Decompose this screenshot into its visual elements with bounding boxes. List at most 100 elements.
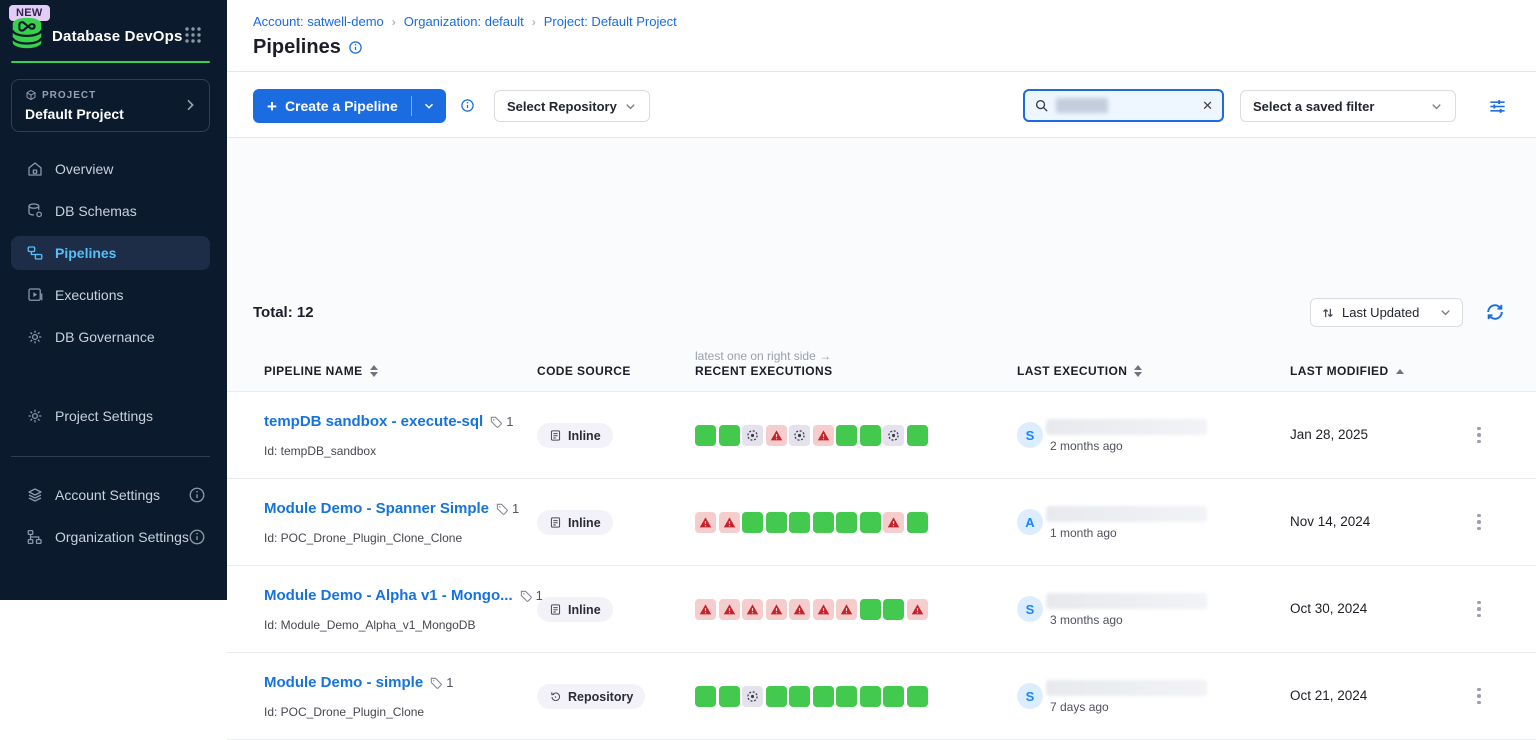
sidebar-item-label: Overview	[55, 161, 114, 177]
execution-status-success[interactable]	[695, 686, 716, 707]
execution-status-success[interactable]	[859, 512, 881, 533]
project-label: PROJECT	[25, 89, 96, 101]
table-row: tempDB sandbox - execute-sql 1 Id: tempD…	[227, 392, 1536, 479]
column-header-pipeline-name[interactable]: PIPELINE NAME	[264, 364, 378, 378]
last-execution-time: 7 days ago	[1050, 700, 1109, 714]
info-icon[interactable]	[188, 528, 206, 546]
breadcrumb-organization-link[interactable]: Organization: default	[403, 14, 524, 29]
execution-status-success[interactable]	[836, 686, 857, 707]
execution-status-success[interactable]	[718, 425, 740, 446]
app-title: Database DevOps	[52, 28, 183, 45]
row-menu-button[interactable]	[1467, 597, 1491, 621]
execution-status-success[interactable]	[836, 512, 857, 533]
chevron-down-icon	[1432, 103, 1441, 109]
execution-status-success[interactable]	[883, 686, 904, 707]
sidebar-item-account-settings[interactable]: Account Settings	[11, 478, 210, 512]
filter-settings-icon[interactable]	[1488, 97, 1507, 116]
project-selector[interactable]: PROJECT Default Project	[11, 79, 210, 132]
execution-status-failed[interactable]	[718, 599, 740, 620]
execution-status-success[interactable]	[718, 686, 740, 707]
total-count: Total: 12	[253, 304, 314, 321]
execution-status-success[interactable]	[812, 512, 834, 533]
execution-status-success[interactable]	[836, 425, 857, 446]
execution-status-success[interactable]	[906, 686, 928, 707]
execution-status-success[interactable]	[906, 512, 928, 533]
info-icon[interactable]	[188, 486, 206, 504]
execution-status-failed[interactable]	[695, 512, 716, 533]
execution-status-success[interactable]	[789, 512, 810, 533]
saved-filter-dropdown[interactable]: Select a saved filter	[1240, 90, 1456, 122]
breadcrumb-account-link[interactable]: Account: satwell-demo	[253, 14, 384, 29]
avatar[interactable]: A	[1017, 509, 1043, 535]
execution-status-failed[interactable]	[789, 599, 810, 620]
execution-status-success[interactable]	[859, 599, 881, 620]
sidebar-item-overview[interactable]: Overview	[11, 152, 210, 186]
row-menu-button[interactable]	[1467, 423, 1491, 447]
execution-status-success[interactable]	[859, 425, 881, 446]
execution-status-failed[interactable]	[812, 425, 834, 446]
execution-status-aborted[interactable]	[742, 425, 763, 446]
sidebar-item-db-governance[interactable]: DB Governance	[11, 320, 210, 354]
execution-status-failed[interactable]	[718, 512, 740, 533]
execution-status-success[interactable]	[789, 686, 810, 707]
search-input[interactable]: ✕	[1023, 89, 1224, 122]
execution-status-success[interactable]	[812, 686, 834, 707]
database-devops-logo-icon	[11, 17, 43, 49]
page-header: Account: satwell-demo › Organization: de…	[227, 0, 1536, 72]
avatar[interactable]: S	[1017, 683, 1043, 709]
execution-status-aborted[interactable]	[789, 425, 810, 446]
warning-triangle-icon	[699, 517, 712, 528]
sidebar-item-pipelines[interactable]: Pipelines	[11, 236, 210, 270]
pipeline-name-link[interactable]: tempDB sandbox - execute-sql	[264, 413, 484, 430]
new-badge: NEW	[9, 5, 50, 21]
execution-status-success[interactable]	[883, 599, 904, 620]
executor-name-redacted	[1046, 593, 1207, 609]
execution-status-aborted[interactable]	[883, 425, 904, 446]
create-pipeline-button[interactable]: + Create a Pipeline	[253, 89, 446, 123]
pipeline-name-link[interactable]: Module Demo - Alpha v1 - Mongo...	[264, 587, 513, 604]
info-icon[interactable]	[460, 98, 475, 113]
execution-status-success[interactable]	[765, 512, 787, 533]
execution-status-success[interactable]	[695, 425, 716, 446]
page-title: Pipelines	[253, 36, 341, 58]
pipeline-id: Id: POC_Drone_Plugin_Clone	[264, 705, 425, 719]
execution-status-failed[interactable]	[836, 599, 857, 620]
execution-status-failed[interactable]	[765, 425, 787, 446]
code-source-chip: Inline	[537, 597, 613, 622]
sidebar-item-label: Project Settings	[55, 408, 154, 424]
column-header-last-execution[interactable]: LAST EXECUTION	[1017, 364, 1143, 378]
execution-status-failed[interactable]	[883, 512, 904, 533]
column-header-last-modified[interactable]: LAST MODIFIED	[1290, 364, 1404, 378]
sort-label: Last Updated	[1342, 305, 1420, 320]
pipeline-name-link[interactable]: Module Demo - simple	[264, 674, 424, 691]
row-menu-button[interactable]	[1467, 684, 1491, 708]
execution-status-success[interactable]	[742, 512, 763, 533]
execution-status-failed[interactable]	[812, 599, 834, 620]
select-repository-dropdown[interactable]: Select Repository	[494, 90, 650, 122]
info-icon[interactable]	[348, 40, 363, 55]
tag-count: 1	[495, 501, 519, 516]
execution-status-failed[interactable]	[695, 599, 716, 620]
sidebar-item-organization-settings[interactable]: Organization Settings	[11, 520, 210, 554]
execution-status-success[interactable]	[906, 425, 928, 446]
breadcrumb-project-link[interactable]: Project: Default Project	[543, 14, 677, 29]
execution-status-failed[interactable]	[742, 599, 763, 620]
row-menu-button[interactable]	[1467, 510, 1491, 534]
sort-dropdown[interactable]: Last Updated	[1310, 298, 1463, 327]
execution-status-aborted[interactable]	[742, 686, 763, 707]
refresh-icon[interactable]	[1485, 302, 1505, 322]
app-grid-icon[interactable]	[184, 26, 202, 44]
execution-status-success[interactable]	[859, 686, 881, 707]
pipeline-name-link[interactable]: Module Demo - Spanner Simple	[264, 500, 490, 517]
create-pipeline-dropdown-button[interactable]	[412, 100, 446, 112]
sidebar-item-executions[interactable]: Executions	[11, 278, 210, 312]
execution-status-failed[interactable]	[765, 599, 787, 620]
execution-status-success[interactable]	[765, 686, 787, 707]
clear-search-icon[interactable]: ✕	[1202, 98, 1213, 113]
sidebar-item-db-schemas[interactable]: DB Schemas	[11, 194, 210, 228]
sidebar-item-project-settings[interactable]: Project Settings	[11, 399, 210, 433]
recent-executions	[695, 512, 928, 533]
executor-name-redacted	[1046, 419, 1207, 435]
avatar[interactable]: S	[1017, 422, 1043, 448]
execution-status-failed[interactable]	[906, 599, 928, 620]
